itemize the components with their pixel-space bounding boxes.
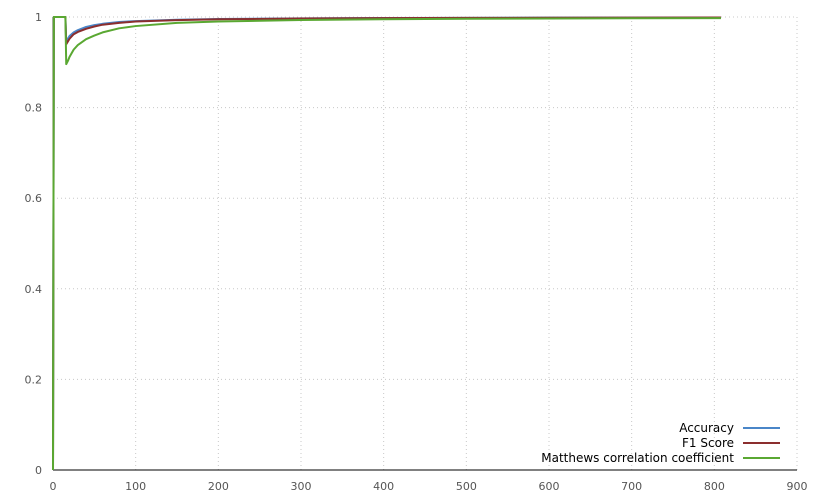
y-tick-label: 1 bbox=[35, 11, 42, 24]
x-tick-label: 600 bbox=[539, 480, 560, 493]
x-tick-label: 400 bbox=[373, 480, 394, 493]
series-lines bbox=[52, 16, 721, 471]
y-tick-label: 0.2 bbox=[25, 373, 43, 386]
x-tick-label: 300 bbox=[291, 480, 312, 493]
x-tick-label: 700 bbox=[621, 480, 642, 493]
series-line-2 bbox=[52, 16, 721, 471]
series-line-1 bbox=[52, 16, 721, 471]
axes bbox=[52, 17, 797, 471]
tick-labels: 0 100 200 300 400 500 600 700 800 900 0 0.2 0.4 0.6 0.… bbox=[25, 11, 808, 493]
x-tick-label: 0 bbox=[50, 480, 57, 493]
x-tick-label: 200 bbox=[208, 480, 229, 493]
x-tick-label: 900 bbox=[787, 480, 808, 493]
series-line-3 bbox=[52, 16, 721, 471]
y-tick-label: 0 bbox=[35, 464, 42, 477]
x-tick-label: 100 bbox=[125, 480, 146, 493]
y-tick-label: 0.6 bbox=[25, 192, 43, 205]
grid bbox=[53, 16, 798, 470]
legend-label: F1 Score bbox=[682, 436, 734, 450]
legend-label: Accuracy bbox=[679, 421, 734, 435]
y-tick-label: 0.4 bbox=[25, 283, 43, 296]
legend-label: Matthews correlation coefficient bbox=[541, 451, 734, 465]
x-tick-label: 500 bbox=[456, 480, 477, 493]
x-tick-label: 800 bbox=[704, 480, 725, 493]
y-tick-label: 0.8 bbox=[25, 102, 43, 115]
